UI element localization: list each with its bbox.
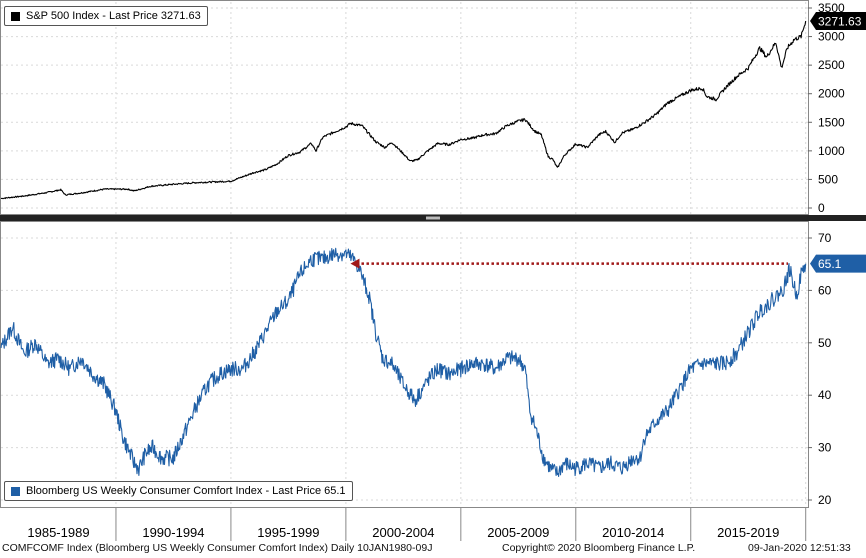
comfort-reference-arrow <box>350 258 360 269</box>
sp500-legend-label: S&P 500 Index - Last Price 3271.63 <box>26 10 201 22</box>
comfort-y-tick-label: 20 <box>818 493 832 507</box>
x-axis-label: 2005-2009 <box>487 525 549 540</box>
sp500-legend: S&P 500 Index - Last Price 3271.63 <box>4 6 208 26</box>
comfort-y-tick-label: 40 <box>818 388 832 402</box>
x-axis-label: 1995-1999 <box>257 525 319 540</box>
footer-source: COMFCOMF Index (Bloomberg US Weekly Cons… <box>2 542 433 554</box>
comfort-last-value-badge: 65.1 <box>810 254 866 273</box>
sp500-y-tick-label: 3000 <box>818 30 845 44</box>
footer-timestamp: 09-Jan-2020 12:51:33 <box>748 542 851 554</box>
sp500-y-tick-label: 500 <box>818 172 838 186</box>
x-axis-label: 1985-1989 <box>27 525 89 540</box>
x-axis-label: 2010-2014 <box>602 525 664 540</box>
sp500-last-value-text: 3271.63 <box>818 15 862 29</box>
panel-splitter-grip[interactable] <box>426 216 440 220</box>
comfort-legend: Bloomberg US Weekly Consumer Comfort Ind… <box>4 481 353 501</box>
sp500-y-tick-label: 3500 <box>818 1 845 15</box>
top-panel-frame <box>0 0 809 215</box>
sp500-y-tick-label: 1500 <box>818 115 845 129</box>
sp500-last-value-badge: 3271.63 <box>810 12 866 31</box>
comfort-legend-label: Bloomberg US Weekly Consumer Comfort Ind… <box>26 485 346 497</box>
sp500-y-tick-label: 1000 <box>818 144 845 158</box>
sp500-legend-swatch <box>11 11 20 21</box>
footer-copyright: Copyright© 2020 Bloomberg Finance L.P. <box>502 542 696 554</box>
sp500-series-line <box>0 20 807 200</box>
sp500-y-tick-label: 0 <box>818 201 825 215</box>
comfort-y-tick-label: 70 <box>818 231 832 245</box>
sp500-y-tick-label: 2500 <box>818 58 845 72</box>
x-axis-label: 2000-2004 <box>372 525 434 540</box>
x-axis-label: 1990-1994 <box>142 525 204 540</box>
sp500-y-tick-label: 2000 <box>818 87 845 101</box>
comfort-series-line <box>0 247 807 477</box>
x-axis-label: 2015-2019 <box>717 525 779 540</box>
comfort-y-tick-label: 50 <box>818 336 832 350</box>
bottom-panel-frame <box>0 221 809 508</box>
comfort-y-tick-label: 60 <box>818 283 832 297</box>
comfort-legend-swatch <box>11 486 20 496</box>
comfort-last-value-text: 65.1 <box>818 257 842 271</box>
comfort-y-tick-label: 30 <box>818 441 832 455</box>
